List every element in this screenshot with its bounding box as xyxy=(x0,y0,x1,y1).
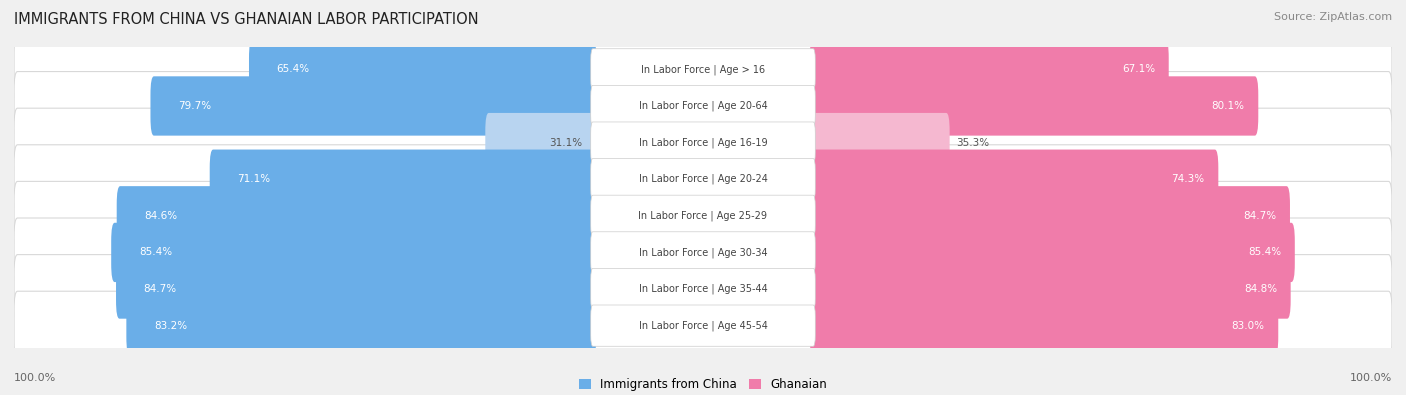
FancyBboxPatch shape xyxy=(810,186,1289,245)
Text: 100.0%: 100.0% xyxy=(1350,373,1392,383)
FancyBboxPatch shape xyxy=(810,150,1219,209)
Text: 79.7%: 79.7% xyxy=(179,101,211,111)
FancyBboxPatch shape xyxy=(810,113,949,172)
Text: 31.1%: 31.1% xyxy=(550,137,582,148)
Text: 35.3%: 35.3% xyxy=(956,137,990,148)
Text: 84.8%: 84.8% xyxy=(1244,284,1277,294)
FancyBboxPatch shape xyxy=(127,296,596,355)
Text: 84.7%: 84.7% xyxy=(143,284,177,294)
Text: 74.3%: 74.3% xyxy=(1171,174,1205,184)
Text: 71.1%: 71.1% xyxy=(238,174,270,184)
Text: In Labor Force | Age 35-44: In Labor Force | Age 35-44 xyxy=(638,284,768,294)
FancyBboxPatch shape xyxy=(14,108,1392,177)
FancyBboxPatch shape xyxy=(117,260,596,319)
FancyBboxPatch shape xyxy=(591,305,815,346)
Text: In Labor Force | Age 20-64: In Labor Force | Age 20-64 xyxy=(638,101,768,111)
Text: 100.0%: 100.0% xyxy=(14,373,56,383)
FancyBboxPatch shape xyxy=(591,195,815,237)
Text: 85.4%: 85.4% xyxy=(139,247,172,258)
Legend: Immigrants from China, Ghanaian: Immigrants from China, Ghanaian xyxy=(575,373,831,395)
FancyBboxPatch shape xyxy=(485,113,596,172)
Text: 83.2%: 83.2% xyxy=(153,321,187,331)
FancyBboxPatch shape xyxy=(810,223,1295,282)
FancyBboxPatch shape xyxy=(150,76,596,135)
FancyBboxPatch shape xyxy=(111,223,596,282)
Text: In Labor Force | Age > 16: In Labor Force | Age > 16 xyxy=(641,64,765,75)
FancyBboxPatch shape xyxy=(14,145,1392,214)
FancyBboxPatch shape xyxy=(14,291,1392,360)
FancyBboxPatch shape xyxy=(249,40,596,99)
Text: 67.1%: 67.1% xyxy=(1122,64,1154,74)
FancyBboxPatch shape xyxy=(591,85,815,127)
FancyBboxPatch shape xyxy=(591,158,815,200)
FancyBboxPatch shape xyxy=(14,218,1392,287)
FancyBboxPatch shape xyxy=(14,181,1392,250)
FancyBboxPatch shape xyxy=(591,232,815,273)
Text: In Labor Force | Age 45-54: In Labor Force | Age 45-54 xyxy=(638,320,768,331)
FancyBboxPatch shape xyxy=(14,71,1392,140)
Text: 80.1%: 80.1% xyxy=(1212,101,1244,111)
FancyBboxPatch shape xyxy=(810,296,1278,355)
FancyBboxPatch shape xyxy=(117,186,596,245)
Text: 84.6%: 84.6% xyxy=(145,211,177,221)
Text: Source: ZipAtlas.com: Source: ZipAtlas.com xyxy=(1274,12,1392,22)
Text: In Labor Force | Age 25-29: In Labor Force | Age 25-29 xyxy=(638,211,768,221)
FancyBboxPatch shape xyxy=(591,49,815,90)
FancyBboxPatch shape xyxy=(209,150,596,209)
Text: 84.7%: 84.7% xyxy=(1243,211,1277,221)
Text: 83.0%: 83.0% xyxy=(1232,321,1264,331)
Text: 65.4%: 65.4% xyxy=(277,64,309,74)
Text: In Labor Force | Age 30-34: In Labor Force | Age 30-34 xyxy=(638,247,768,258)
FancyBboxPatch shape xyxy=(14,35,1392,104)
FancyBboxPatch shape xyxy=(810,40,1168,99)
Text: In Labor Force | Age 20-24: In Labor Force | Age 20-24 xyxy=(638,174,768,184)
FancyBboxPatch shape xyxy=(810,76,1258,135)
Text: In Labor Force | Age 16-19: In Labor Force | Age 16-19 xyxy=(638,137,768,148)
FancyBboxPatch shape xyxy=(591,122,815,163)
Text: 85.4%: 85.4% xyxy=(1249,247,1281,258)
FancyBboxPatch shape xyxy=(14,255,1392,324)
FancyBboxPatch shape xyxy=(810,260,1291,319)
FancyBboxPatch shape xyxy=(591,268,815,310)
Text: IMMIGRANTS FROM CHINA VS GHANAIAN LABOR PARTICIPATION: IMMIGRANTS FROM CHINA VS GHANAIAN LABOR … xyxy=(14,12,478,27)
